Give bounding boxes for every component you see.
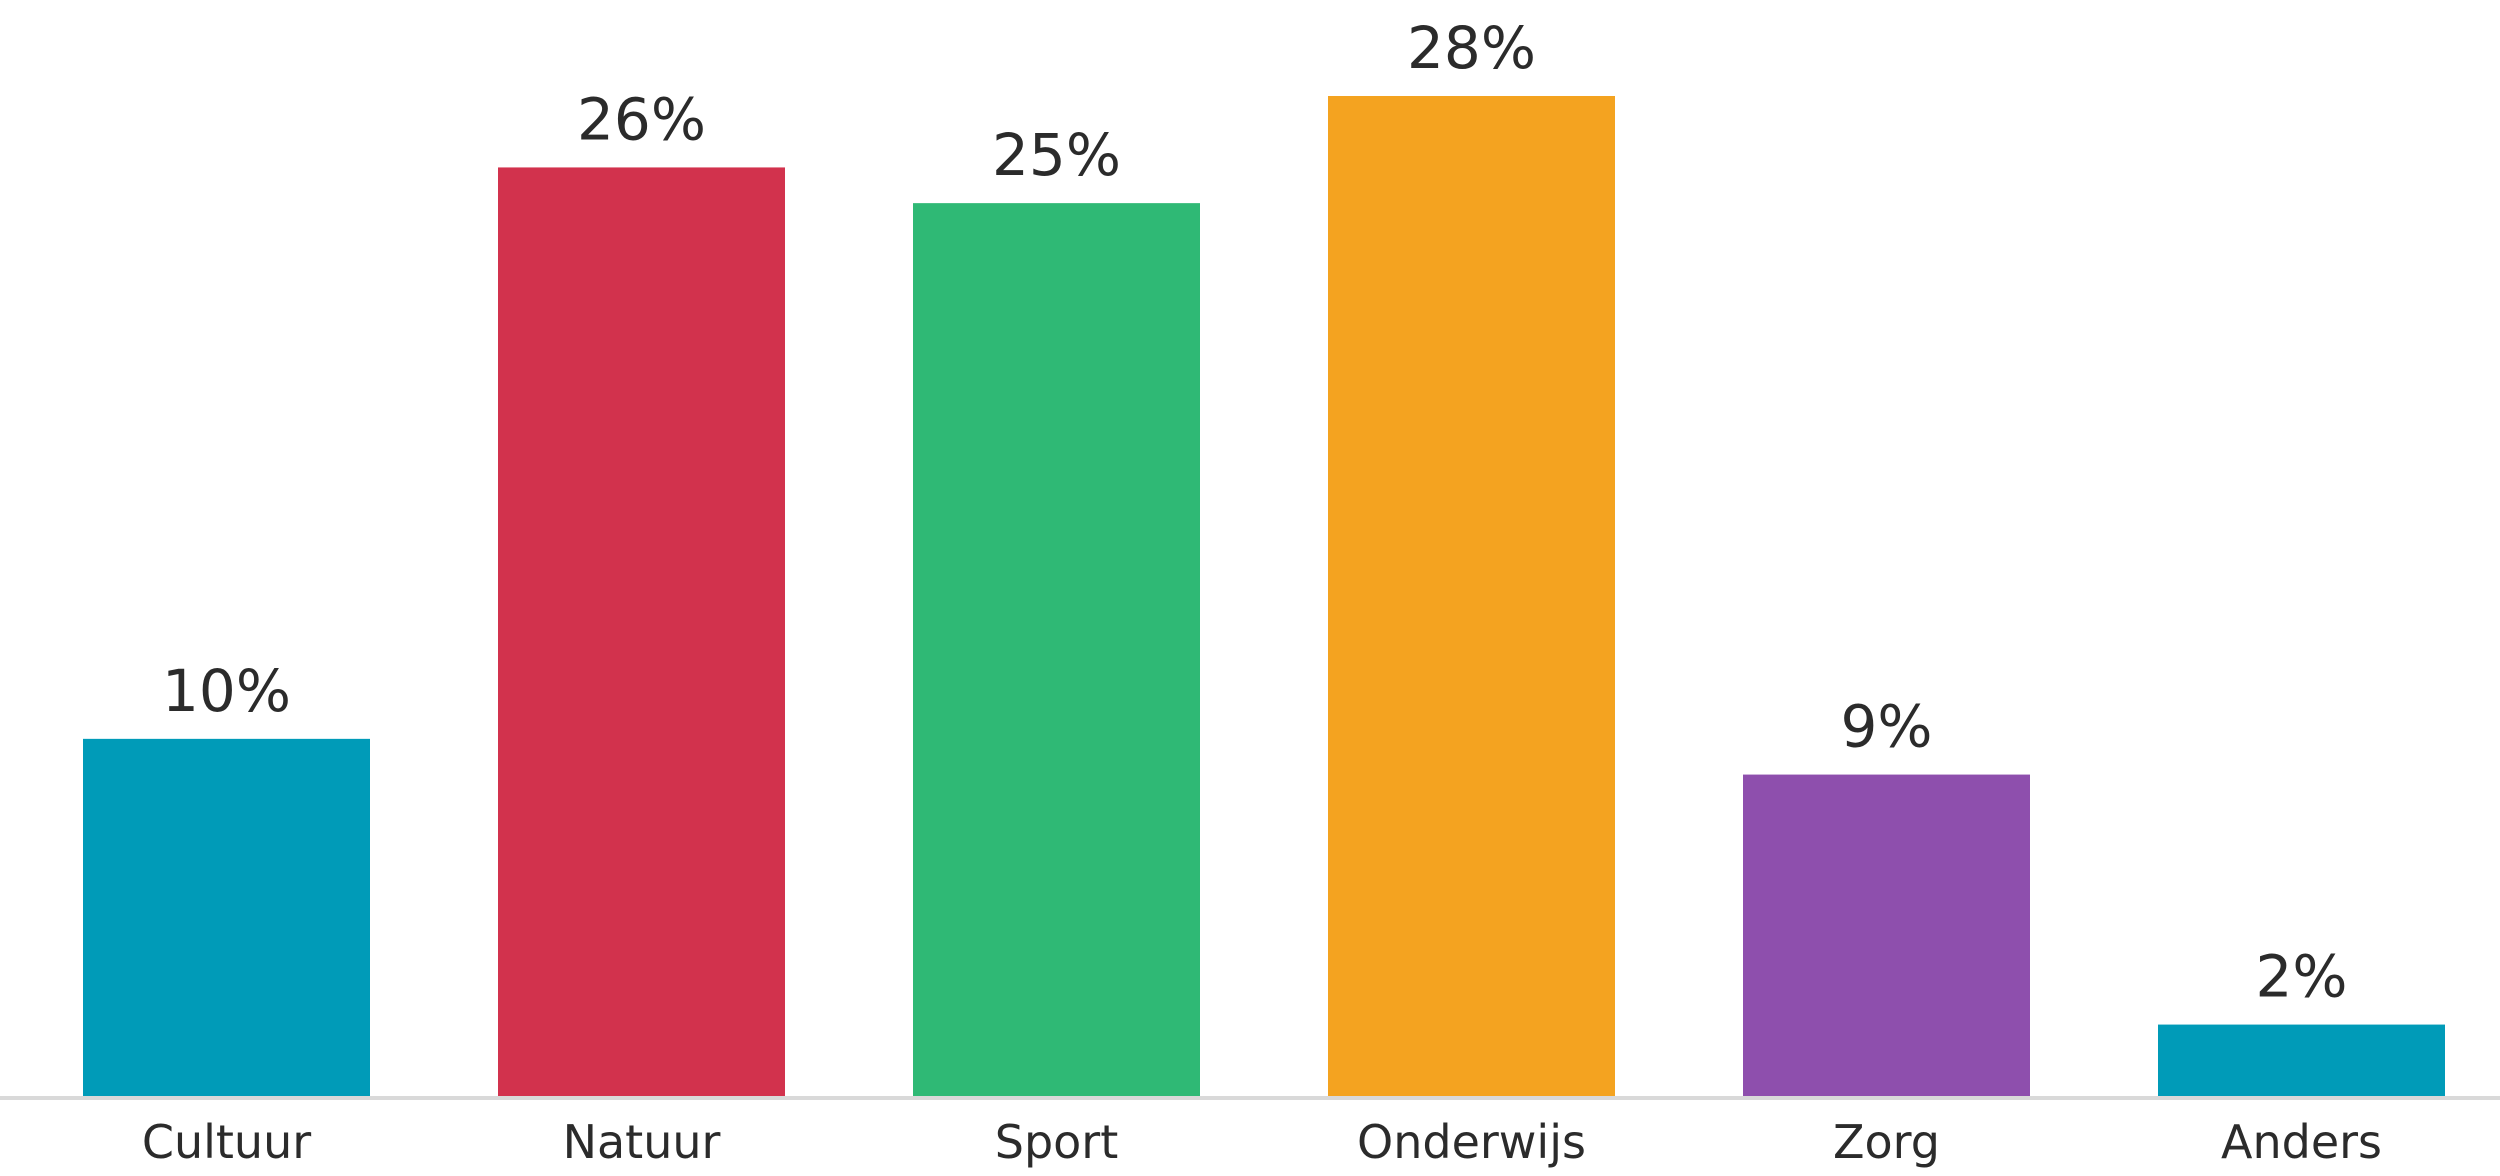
value-label: 25% <box>992 121 1121 189</box>
value-label: 9% <box>1840 693 1932 761</box>
x-tick-label: Zorg <box>1833 1115 1940 1169</box>
bar <box>913 203 1200 1097</box>
x-tick-label: Onderwijs <box>1357 1115 1586 1169</box>
x-tick-label: Anders <box>2221 1115 2382 1169</box>
value-label: 26% <box>577 85 706 153</box>
bar <box>2158 1024 2445 1096</box>
bar <box>1328 96 1615 1096</box>
bar <box>83 738 370 1096</box>
value-label: 28% <box>1407 14 1536 82</box>
x-tick-label: Cultuur <box>142 1115 311 1169</box>
x-tick-label: Natuur <box>563 1115 721 1169</box>
x-tick-label: Sport <box>995 1115 1119 1169</box>
value-label: 2% <box>2255 943 2347 1011</box>
bar <box>498 167 785 1096</box>
value-label: 10% <box>162 657 291 725</box>
bar <box>1743 774 2030 1096</box>
